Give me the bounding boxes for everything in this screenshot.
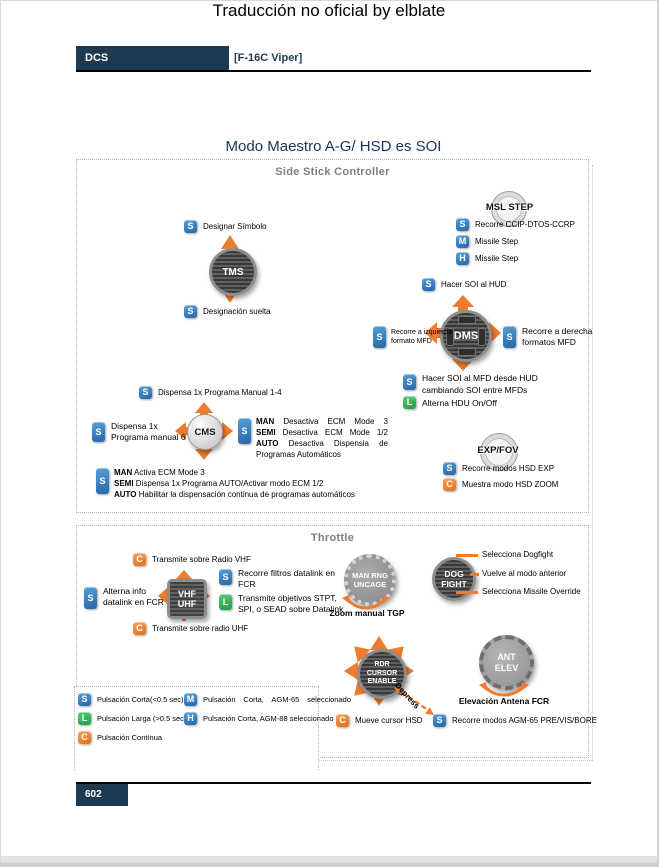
- footer-rule: [76, 782, 591, 784]
- dms-pad-bottom: [458, 348, 476, 356]
- man-rng-rotate-arrow: [342, 595, 390, 610]
- legend-s-label: Pulsación Corta(<0.5 sec): [97, 695, 184, 704]
- ant-elev-knob: ANT ELEV: [479, 635, 534, 690]
- ant-elev-rotate-arrow: [479, 682, 529, 697]
- side-stick-box: Side Stick Controller: [76, 159, 589, 513]
- legend-m-badge: M: [184, 693, 197, 706]
- side-stick-title: Side Stick Controller: [275, 166, 390, 178]
- dms-pad-right: [478, 328, 486, 346]
- dms-long-badge: L: [403, 396, 416, 409]
- exp-fov-label: EXP/FOV: [477, 445, 519, 456]
- exp-row2-badge: C: [443, 478, 456, 491]
- dms-long-label: Alterna HDU On/Off: [422, 398, 497, 408]
- exp-fov-button: [480, 433, 518, 471]
- tms-up-badge: S: [184, 220, 197, 233]
- tms-knob: TMS: [209, 248, 257, 296]
- cms-knob: CMS: [187, 414, 223, 450]
- rdr-s-label: Recorre modos AGM-65 PRE/VIS/BORE: [452, 716, 597, 725]
- cms-left-badge: S: [92, 422, 105, 442]
- dms-pad-top: [458, 316, 476, 324]
- msl-step-button: [491, 191, 527, 227]
- legend-s-badge: S: [78, 693, 91, 706]
- msl-step-label: MSL STEP: [485, 202, 534, 213]
- legend-h-badge: H: [184, 712, 197, 725]
- dogfight-switch: DOG FIGHT: [432, 557, 476, 601]
- dogfight-top-label: Selecciona Dogfight: [482, 550, 554, 559]
- legend-l-badge: L: [78, 712, 91, 725]
- brand-label: DCS: [85, 52, 109, 64]
- dms-right-badge: S: [503, 326, 516, 348]
- brand-bar: DCS: [76, 46, 229, 70]
- doc-title: Modo Maestro A-G/ HSD es SOI: [225, 138, 442, 155]
- throttle-box: Throttle: [76, 525, 589, 758]
- legend-c-label: Pulsación Contínua: [97, 733, 163, 742]
- comm-left-label: Alterna info datalink en FCR: [103, 586, 164, 607]
- throttle-title: Throttle: [310, 532, 355, 544]
- legend-h-label: Pulsación Corta, AGM-88 seleccionado: [203, 714, 334, 723]
- dms-left-badge: S: [373, 326, 386, 348]
- dms-down-label: Hacer SOI al MFD desde HUD cambiando SOI…: [422, 373, 538, 395]
- comm-up-label: Transmite sobre Radio VHF: [152, 555, 251, 564]
- page-bottom-edge: [1, 856, 657, 862]
- dms-up-badge: S: [422, 278, 435, 291]
- comm-right-badge: S: [219, 569, 232, 585]
- man-rng-uncage-knob: MAN RNG UNCAGE: [344, 554, 396, 606]
- msl-row2-label: Missile Step: [475, 237, 519, 246]
- msl-row2-badge: M: [456, 235, 469, 248]
- dms-knob: DMS: [440, 310, 492, 362]
- exp-row2-label: Muestra modo HSD ZOOM: [462, 480, 559, 489]
- msl-row1-label: Recorre CCIP-DTOS-CCRP: [475, 220, 575, 229]
- comm-left-badge: S: [84, 587, 97, 609]
- legend-l-label: Pulsación Larga (>0.5 sec): [97, 714, 187, 723]
- msl-row3-label: Missile Step: [475, 254, 519, 263]
- page-number: 602: [85, 789, 102, 800]
- rdr-c-badge: C: [336, 714, 349, 727]
- msl-row3-badge: H: [456, 252, 469, 265]
- page-number-box: 602: [76, 784, 128, 806]
- page-header-title: Traducción no oficial by elblate: [212, 1, 446, 20]
- dogfight-mid-label: Vuelve al modo anterior: [482, 569, 567, 578]
- dotted-echo-horizontal: [303, 760, 592, 761]
- exp-row1-label: Recorre modos HSD EXP: [462, 464, 555, 473]
- dms-down-badge: S: [403, 374, 416, 390]
- man-rng-caption: Zoom manual TGP: [329, 608, 405, 618]
- cms-right-label: MAN Desactiva ECM Mode 3 SEMI Desactiva …: [256, 417, 388, 459]
- tms-up-label: Designar Símbolo: [203, 222, 267, 231]
- comm-long-label: Transmite objetivos STPT, SPI, o SEAD so…: [238, 593, 344, 614]
- vhf-uhf-switch: VHF UHF: [167, 579, 207, 619]
- dogfight-bottom-label: Selecciona Missile Override: [482, 587, 581, 596]
- comm-down-badge: C: [133, 622, 146, 635]
- rdr-c-label: Mueve cursor HSD: [355, 716, 423, 725]
- aircraft-label: [F-16C Viper]: [234, 52, 303, 64]
- cms-down-badge: S: [96, 468, 109, 494]
- comm-down-label: Transmite sobre radio UHF: [152, 624, 249, 633]
- legend-c-badge: C: [78, 731, 91, 744]
- cms-up-label: Dispensa 1x Programa Manual 1-4: [158, 388, 282, 397]
- tms-down-badge: S: [184, 305, 197, 318]
- dms-pad-left: [446, 328, 454, 346]
- comm-up-badge: C: [133, 553, 146, 566]
- dogfight-line-top: [456, 554, 478, 557]
- dms-up-label: Hacer SOI al HUD: [441, 280, 507, 289]
- tms-down-label: Designación suelta: [203, 307, 271, 316]
- dms-right-label: Recorre a derecha formatos MFD: [522, 326, 593, 347]
- rdr-s-badge: S: [433, 714, 446, 727]
- header-rule: [76, 70, 591, 72]
- dms-left-label: Recorre a izquierda formato MFD: [391, 329, 453, 345]
- legend-m-label: Pulsación Corta, AGM-65 seleccionado: [203, 695, 351, 704]
- msl-row1-badge: S: [456, 218, 469, 231]
- cms-left-label: Dispensa 1x Programa manual 6: [111, 421, 186, 442]
- cms-down-label: MAN Activa ECM Mode 3 SEMI Dispensa 1x P…: [114, 468, 355, 499]
- dogfight-line-bottom: [456, 591, 478, 594]
- cms-right-badge: S: [238, 418, 251, 444]
- comm-long-badge: L: [219, 594, 232, 610]
- comm-right-label: Recorre filtros datalink en FCR: [238, 568, 335, 589]
- depress-arrow: [394, 686, 434, 715]
- dotted-echo-vertical: [592, 165, 593, 761]
- ant-elev-caption: Elevación Antena FCR: [458, 696, 550, 706]
- exp-row1-badge: S: [443, 462, 456, 475]
- dogfight-line-mid: [470, 573, 479, 576]
- cms-up-badge: S: [139, 386, 152, 399]
